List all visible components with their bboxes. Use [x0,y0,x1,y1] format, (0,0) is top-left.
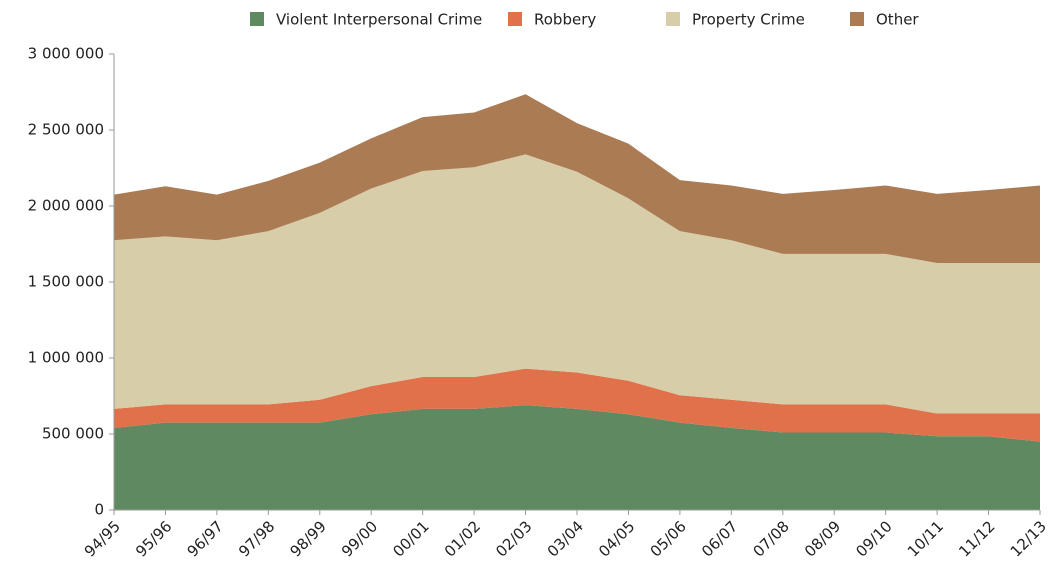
area [114,368,1040,442]
x-tick-label: 11/12 [955,517,998,560]
legend-label: Robbery [534,11,596,29]
y-tick-label: 3 000 000 [28,45,104,63]
area [114,405,1040,510]
x-tick-label: 04/05 [595,517,638,560]
y-tick-label: 1 500 000 [28,273,104,291]
legend-label: Other [876,11,919,29]
x-tick-label: 02/03 [492,517,535,560]
y-tick-label: 2 000 000 [28,197,104,215]
x-tick-label: 00/01 [389,517,432,560]
x-tick-label: 97/98 [235,517,278,560]
x-tick-label: 96/97 [184,517,227,560]
x-tick-label: 10/11 [904,517,947,560]
x-tick-label: 99/00 [338,517,381,560]
x-tick-label: 12/13 [1007,517,1050,560]
x-tick-label: 98/99 [286,517,329,560]
x-tick-label: 03/04 [544,517,587,560]
legend-swatch [250,12,264,26]
legend-swatch [850,12,864,26]
x-tick-label: 08/09 [801,517,844,560]
y-tick-label: 0 [94,501,104,519]
y-tick-label: 500 000 [42,425,104,443]
legend-label: Violent Interpersonal Crime [276,11,482,29]
y-tick-label: 1 000 000 [28,349,104,367]
x-tick-label: 05/06 [647,517,690,560]
x-tick-label: 95/96 [132,517,175,560]
y-tick-label: 2 500 000 [28,121,104,139]
legend-swatch [666,12,680,26]
x-tick-label: 06/07 [698,517,741,560]
legend-label: Property Crime [692,11,805,29]
x-tick-label: 94/95 [81,517,124,560]
x-tick-label: 01/02 [441,517,484,560]
area [114,94,1040,263]
legend-swatch [508,12,522,26]
area [114,154,1040,414]
x-tick-label: 07/08 [749,517,792,560]
x-tick-label: 09/10 [852,517,895,560]
